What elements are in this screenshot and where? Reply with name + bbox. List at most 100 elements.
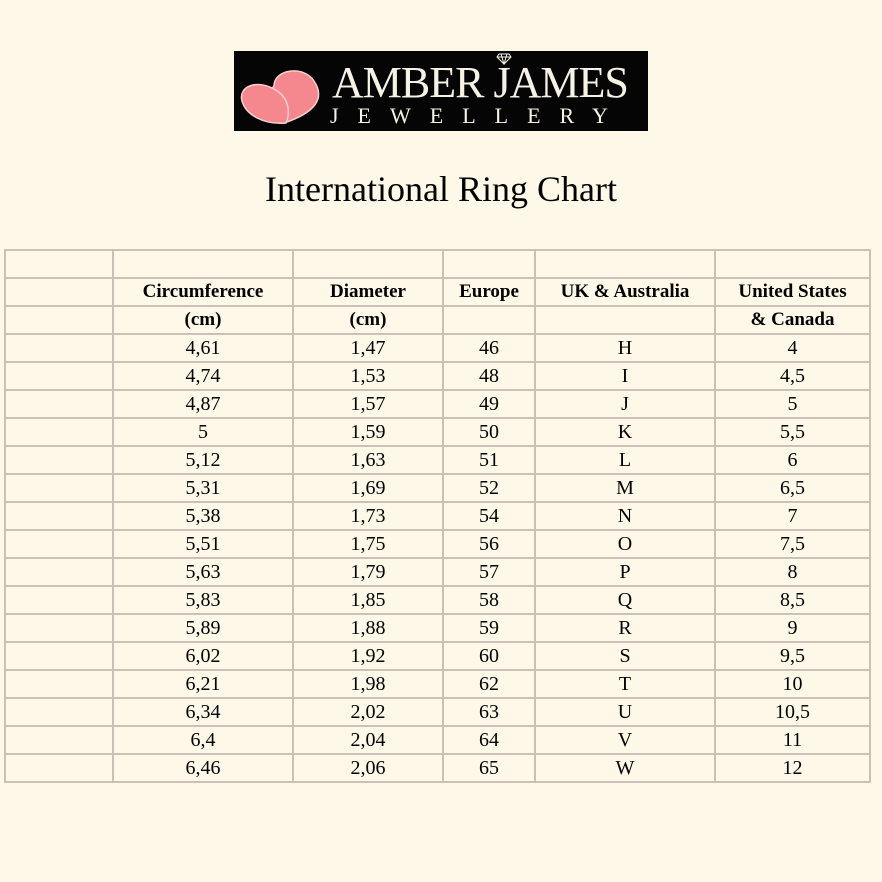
table-row: 4,61 1,47 46 H 4 xyxy=(4,333,871,363)
table-cell: 1,79 xyxy=(292,557,444,587)
header-row: Circumference Diameter Europe UK & Australi… xyxy=(4,277,871,307)
table-cell: 5,83 xyxy=(112,585,294,615)
table-cell: 1,92 xyxy=(292,641,444,671)
table-cell: 6,5 xyxy=(714,473,871,503)
empty-cell xyxy=(4,697,114,727)
empty-cell xyxy=(4,753,114,783)
table-cell: L xyxy=(534,445,716,475)
table-row: 5 1,59 50 K 5,5 xyxy=(4,417,871,447)
table-cell: 52 xyxy=(442,473,536,503)
empty-cell xyxy=(4,361,114,391)
table-cell: 5,5 xyxy=(714,417,871,447)
table-cell: 5,51 xyxy=(112,529,294,559)
table-cell: 8 xyxy=(714,557,871,587)
table-cell: 7 xyxy=(714,501,871,531)
table-row: 6,21 1,98 62 T 10 xyxy=(4,669,871,699)
table-row: 5,63 1,79 57 P 8 xyxy=(4,557,871,587)
table-cell: 1,98 xyxy=(292,669,444,699)
table-cell: 50 xyxy=(442,417,536,447)
table-cell: R xyxy=(534,613,716,643)
table-cell: 6 xyxy=(714,445,871,475)
table-row: 4,74 1,53 48 I 4,5 xyxy=(4,361,871,391)
empty-cell xyxy=(4,613,114,643)
table-cell: 1,69 xyxy=(292,473,444,503)
empty-cell xyxy=(4,333,114,363)
empty-cell xyxy=(4,725,114,755)
table-cell: Diameter xyxy=(292,277,444,307)
table-cell: United States xyxy=(714,277,871,307)
table-cell: 9,5 xyxy=(714,641,871,671)
table-cell: H xyxy=(534,333,716,363)
empty-cell xyxy=(4,641,114,671)
table-cell: I xyxy=(534,361,716,391)
table-cell: 6,4 xyxy=(112,725,294,755)
table-cell: 5,12 xyxy=(112,445,294,475)
logo-line2: JEWELLERY xyxy=(330,103,627,128)
table-cell: 5 xyxy=(714,389,871,419)
table-cell: 63 xyxy=(442,697,536,727)
empty-cell xyxy=(4,501,114,531)
table-cell: 2,06 xyxy=(292,753,444,783)
table-cell: 5,31 xyxy=(112,473,294,503)
table-cell: 56 xyxy=(442,529,536,559)
table-cell: 8,5 xyxy=(714,585,871,615)
table-cell: W xyxy=(534,753,716,783)
table-cell: 9 xyxy=(714,613,871,643)
table-cell: 5,89 xyxy=(112,613,294,643)
table-cell: (cm) xyxy=(292,305,444,335)
table-cell: 11 xyxy=(714,725,871,755)
table-row: 6,46 2,06 65 W 12 xyxy=(4,753,871,783)
hearts-icon xyxy=(240,70,320,124)
table-cell: 65 xyxy=(442,753,536,783)
table-cell: 4 xyxy=(714,333,871,363)
table-row: 5,12 1,63 51 L 6 xyxy=(4,445,871,475)
empty-cell xyxy=(4,557,114,587)
table-cell: S xyxy=(534,641,716,671)
header-row: (cm) (cm) & Canada xyxy=(4,305,871,335)
table-cell: 10,5 xyxy=(714,697,871,727)
table-cell: & Canada xyxy=(714,305,871,335)
table-cell: 1,75 xyxy=(292,529,444,559)
empty-cell xyxy=(4,445,114,475)
table-cell: P xyxy=(534,557,716,587)
table-cell: 57 xyxy=(442,557,536,587)
empty-cell xyxy=(4,473,114,503)
table-cell xyxy=(4,277,114,307)
table-cell: 7,5 xyxy=(714,529,871,559)
table-cell: 58 xyxy=(442,585,536,615)
diamond-icon xyxy=(496,53,512,65)
table-cell: 1,88 xyxy=(292,613,444,643)
table-cell: 1,59 xyxy=(292,417,444,447)
table-cell: 5,38 xyxy=(112,501,294,531)
table-cell: 10 xyxy=(714,669,871,699)
table-cell: 60 xyxy=(442,641,536,671)
table-cell: (cm) xyxy=(112,305,294,335)
table-cell: 5,63 xyxy=(112,557,294,587)
table-cell: Europe xyxy=(442,277,536,307)
table-cell: 49 xyxy=(442,389,536,419)
table-cell xyxy=(442,305,536,335)
empty-cell xyxy=(4,417,114,447)
table-row: 5,31 1,69 52 M 6,5 xyxy=(4,473,871,503)
table-cell: O xyxy=(534,529,716,559)
table-cell: 46 xyxy=(442,333,536,363)
table-cell: 4,87 xyxy=(112,389,294,419)
table-cell: 1,53 xyxy=(292,361,444,391)
table-cell: 4,5 xyxy=(714,361,871,391)
table-cell: 12 xyxy=(714,753,871,783)
blank-row xyxy=(4,249,871,279)
table-cell: 64 xyxy=(442,725,536,755)
table-cell: M xyxy=(534,473,716,503)
page-title: International Ring Chart xyxy=(265,169,617,209)
table-cell: 51 xyxy=(442,445,536,475)
empty-cell xyxy=(4,529,114,559)
table-cell xyxy=(4,305,114,335)
table-cell: K xyxy=(534,417,716,447)
table-cell: 4,61 xyxy=(112,333,294,363)
table-row: 5,38 1,73 54 N 7 xyxy=(4,501,871,531)
table-row: 4,87 1,57 49 J 5 xyxy=(4,389,871,419)
logo-line1: AMBER JAMES xyxy=(332,58,629,107)
table-cell: 2,04 xyxy=(292,725,444,755)
table-cell: Circumference xyxy=(112,277,294,307)
table-cell: U xyxy=(534,697,716,727)
